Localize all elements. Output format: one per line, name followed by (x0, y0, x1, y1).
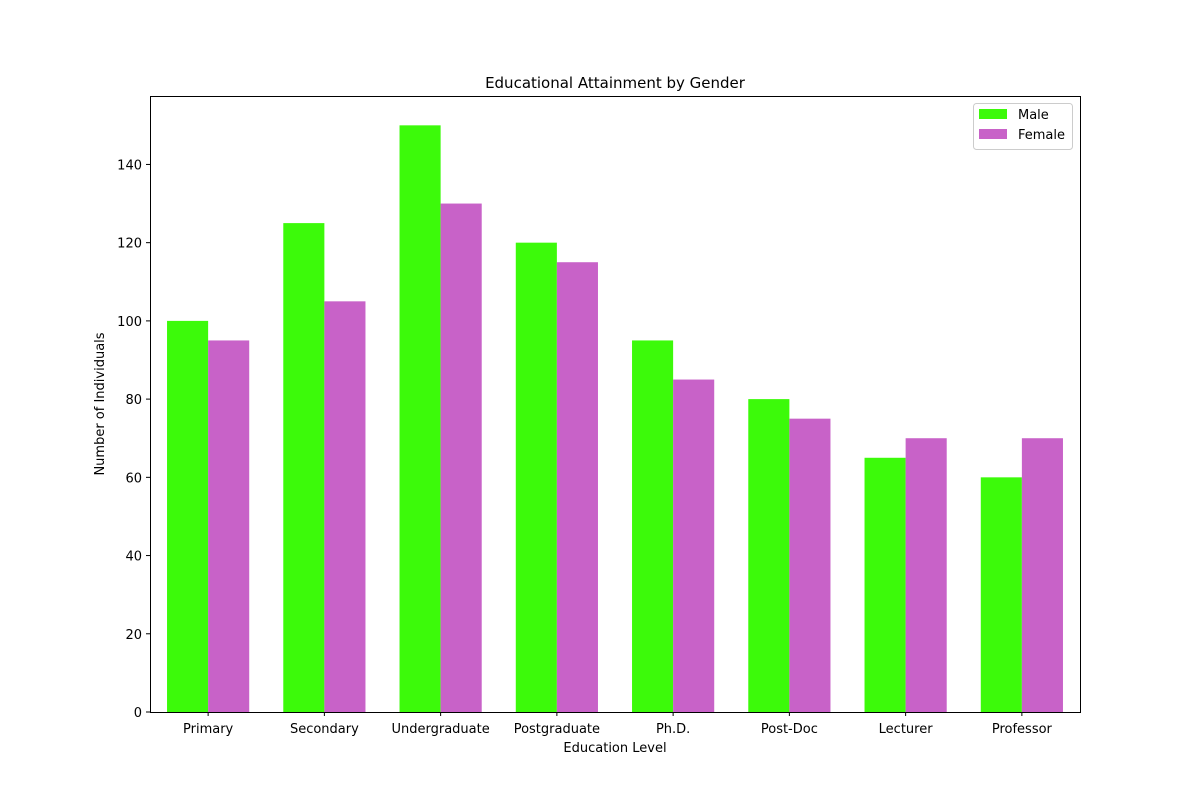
y-tick-label: 20 (125, 628, 142, 643)
chart-title: Educational Attainment by Gender (485, 74, 746, 92)
x-axis-label: Education Level (563, 741, 666, 756)
x-tick-label: Post-Doc (761, 722, 818, 737)
legend: Male Female (973, 103, 1073, 150)
legend-swatch-female (979, 129, 1007, 139)
x-tick-label: Professor (992, 722, 1053, 737)
bar-female-2 (440, 203, 482, 713)
x-tick-label: Ph.D. (656, 722, 690, 737)
legend-label-male: Male (1018, 108, 1049, 123)
bar-male-4 (632, 340, 674, 712)
x-tick-label: Lecturer (879, 722, 934, 737)
y-tick-label: 40 (125, 550, 142, 565)
x-tick-label: Undergraduate (392, 722, 490, 737)
bar-female-1 (324, 301, 366, 712)
y-tick-label: 80 (125, 393, 142, 408)
legend-label-female: Female (1018, 128, 1065, 143)
bar-male-7 (980, 477, 1022, 712)
x-tick-label: Primary (183, 722, 234, 737)
plot-area-frame (150, 96, 1081, 713)
bar-male-6 (864, 457, 906, 712)
bar-male-2 (399, 125, 441, 713)
y-axis-label: Number of Individuals (93, 332, 108, 475)
x-axis-ticks: Primary Secondary Undergraduate Postgraduat… (183, 712, 1053, 737)
y-tick-label: 100 (117, 315, 142, 330)
bars-layer (167, 125, 1063, 713)
bar-female-7 (1021, 438, 1063, 712)
y-tick-label: 60 (125, 471, 142, 486)
bar-male-5 (748, 399, 790, 712)
y-tick-label: 140 (117, 158, 142, 173)
bar-female-4 (673, 379, 715, 712)
x-tick-label: Postgraduate (514, 722, 600, 737)
bar-female-0 (208, 340, 250, 712)
y-tick-label: 0 (134, 706, 142, 721)
legend-swatch-male (979, 109, 1007, 119)
bar-male-3 (515, 242, 557, 712)
bar-female-3 (556, 262, 598, 712)
x-tick-label: Secondary (290, 722, 359, 737)
bar-male-0 (167, 320, 209, 712)
bar-female-5 (789, 418, 831, 712)
bar-female-6 (905, 438, 947, 712)
bar-male-1 (283, 223, 325, 712)
y-axis-ticks: 0 20 40 60 80 100 120 140 (117, 158, 150, 721)
y-tick-label: 120 (117, 237, 142, 252)
